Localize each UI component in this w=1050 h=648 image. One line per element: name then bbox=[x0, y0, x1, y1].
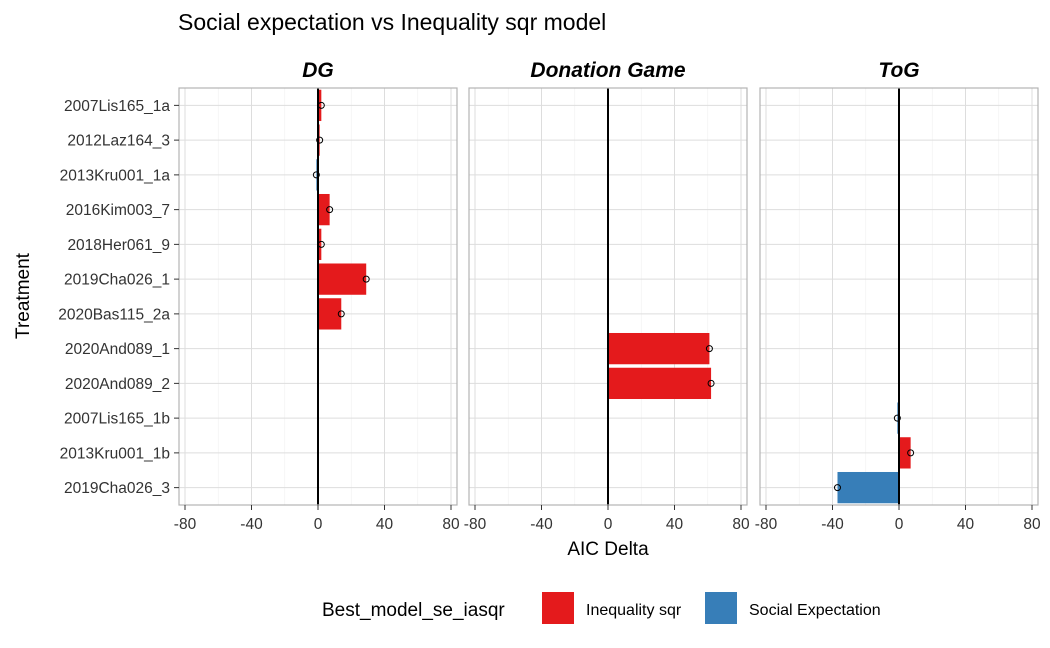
point-marker bbox=[337, 310, 345, 318]
facet-label: ToG bbox=[878, 59, 919, 82]
point-marker bbox=[705, 345, 713, 353]
x-tick-label: -80 bbox=[755, 516, 778, 533]
point-marker bbox=[316, 136, 324, 144]
bar bbox=[318, 228, 322, 261]
x-tick-label: 40 bbox=[666, 516, 684, 533]
legend-key-social-expectation bbox=[705, 592, 737, 624]
bar bbox=[318, 89, 322, 122]
bar bbox=[318, 193, 330, 226]
panel-dg: DG -80 -40 0 40 80 bbox=[174, 59, 460, 533]
y-tick-label: 2020And089_2 bbox=[65, 376, 170, 393]
legend-label-social-expectation: Social Expectation bbox=[749, 602, 881, 619]
x-tick-label: -40 bbox=[821, 516, 844, 533]
x-tick-label: 80 bbox=[442, 516, 460, 533]
y-axis-ticks: 2007Lis165_1a 2012Laz164_3 2013Kru001_1a 20… bbox=[58, 98, 179, 497]
point-marker bbox=[707, 379, 715, 387]
bar bbox=[318, 263, 367, 295]
y-tick-label: 2012Laz164_3 bbox=[67, 133, 170, 150]
bar bbox=[608, 367, 712, 400]
y-tick-label: 2013Kru001_1b bbox=[60, 445, 170, 462]
point-marker bbox=[362, 275, 370, 283]
legend: Best_model_se_iasqr Inequality sqr Socia… bbox=[322, 592, 881, 624]
legend-key-inequality-sqr bbox=[542, 592, 574, 624]
point-marker bbox=[893, 414, 901, 422]
x-tick-label: 0 bbox=[314, 516, 323, 533]
panel-tog: ToG -80 -40 0 40 80 bbox=[755, 59, 1041, 533]
legend-label-inequality-sqr: Inequality sqr bbox=[586, 602, 682, 619]
point-marker bbox=[317, 101, 325, 109]
panel-donation-game: Donation Game -80 -40 0 40 80 bbox=[464, 59, 750, 533]
point-marker bbox=[312, 171, 320, 179]
x-tick-label: -40 bbox=[530, 516, 553, 533]
x-tick-label: 0 bbox=[895, 516, 904, 533]
y-tick-label: 2020Bas115_2a bbox=[58, 306, 170, 323]
point-marker bbox=[907, 449, 915, 457]
x-tick-label: 80 bbox=[1023, 516, 1041, 533]
y-tick-label: 2019Cha026_1 bbox=[64, 272, 170, 289]
facet-label: Donation Game bbox=[530, 59, 686, 82]
y-axis-title: Treatment bbox=[13, 252, 34, 339]
point-marker bbox=[833, 484, 841, 492]
y-tick-label: 2020And089_1 bbox=[65, 341, 170, 358]
x-tick-label: 0 bbox=[604, 516, 613, 533]
x-tick-label: 40 bbox=[376, 516, 394, 533]
x-tick-label: -40 bbox=[240, 516, 263, 533]
facet-label: DG bbox=[302, 59, 334, 82]
point-marker bbox=[317, 240, 325, 248]
y-tick-label: 2016Kim003_7 bbox=[66, 202, 170, 219]
legend-title: Best_model_se_iasqr bbox=[322, 600, 505, 621]
x-tick-label: 40 bbox=[957, 516, 975, 533]
y-tick-label: 2007Lis165_1b bbox=[64, 411, 170, 428]
bar bbox=[608, 332, 710, 365]
x-tick-label: -80 bbox=[174, 516, 197, 533]
chart-title: Social expectation vs Inequality sqr mod… bbox=[178, 9, 606, 35]
bar bbox=[837, 471, 899, 504]
bar bbox=[899, 437, 911, 469]
bar bbox=[318, 298, 342, 330]
y-tick-label: 2019Cha026_3 bbox=[64, 480, 170, 497]
point-marker bbox=[326, 206, 334, 214]
y-tick-label: 2013Kru001_1a bbox=[60, 167, 171, 184]
y-tick-label: 2007Lis165_1a bbox=[64, 98, 170, 115]
x-tick-label: 80 bbox=[732, 516, 750, 533]
x-tick-label: -80 bbox=[464, 516, 487, 533]
x-axis-title: AIC Delta bbox=[567, 539, 649, 560]
y-tick-label: 2018Her061_9 bbox=[67, 237, 170, 254]
